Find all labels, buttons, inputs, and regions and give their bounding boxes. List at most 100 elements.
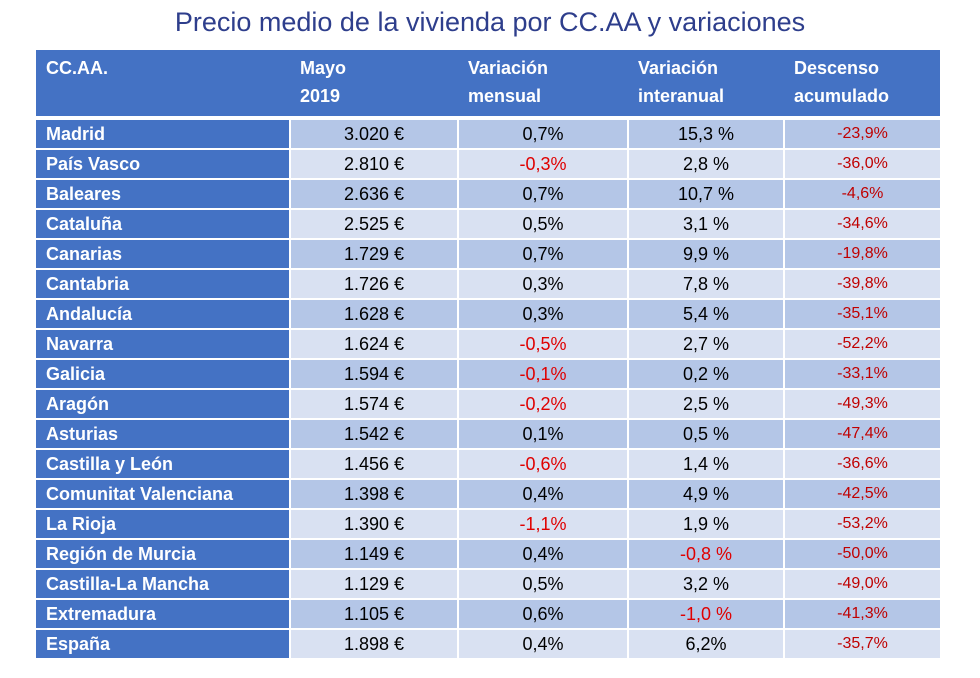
monthly-variation-cell: 0,6%: [458, 599, 629, 630]
price-cell: 1.390 €: [290, 509, 459, 540]
annual-variation-cell: -1,0 %: [628, 599, 785, 630]
annual-variation-cell: 0,2 %: [628, 359, 785, 390]
price-cell: 1.729 €: [290, 239, 459, 270]
header-annual-variation: Variación interanual: [628, 50, 784, 120]
region-cell: Extremadura: [36, 599, 291, 630]
monthly-variation-cell: 0,3%: [458, 299, 629, 330]
table-row: País Vasco 2.810 € -0,3% 2,8 % -36,0%: [36, 149, 940, 180]
accumulated-decline-cell: -23,9%: [784, 118, 940, 150]
price-cell: 1.149 €: [290, 539, 459, 570]
region-cell: Cantabria: [36, 269, 291, 300]
accumulated-decline-cell: -49,0%: [784, 569, 940, 600]
accumulated-decline-cell: -39,8%: [784, 269, 940, 300]
monthly-variation-cell: -0,3%: [458, 149, 629, 180]
monthly-variation-cell: -0,2%: [458, 389, 629, 420]
region-cell: Castilla y León: [36, 449, 291, 480]
header-price: Mayo 2019: [290, 50, 458, 120]
annual-variation-cell: 6,2%: [628, 629, 785, 660]
page-title: Precio medio de la vivienda por CC.AA y …: [174, 7, 806, 37]
table-row: Cantabria 1.726 €0,3% 7,8 % -39,8%: [36, 269, 940, 300]
table-header-row: CC.AA. Mayo 2019 Variación mensual Variaci…: [36, 50, 940, 120]
accumulated-decline-cell: -47,4%: [784, 419, 940, 450]
annual-variation-cell: 2,7 %: [628, 329, 785, 360]
accumulated-decline-cell: -34,6%: [784, 209, 940, 240]
price-cell: 1.624 €: [290, 329, 459, 360]
monthly-variation-cell: -0,1%: [458, 359, 629, 390]
region-cell: Canarias: [36, 239, 291, 270]
monthly-variation-cell: 0,5%: [458, 569, 629, 600]
region-cell: Galicia: [36, 359, 291, 390]
accumulated-decline-cell: -36,0%: [784, 149, 940, 180]
region-cell: Andalucía: [36, 299, 291, 330]
annual-variation-cell: 0,5 %: [628, 419, 785, 450]
table-row: La Rioja 1.390 € -1,1% 1,9 % -53,2%: [36, 509, 940, 540]
region-cell: Asturias: [36, 419, 291, 450]
table-row: Aragón 1.574 € -0,2% 2,5 % -49,3%: [36, 389, 940, 420]
price-cell: 1.574 €: [290, 389, 459, 420]
header-accumulated-decline: Descenso acumulado: [784, 50, 940, 120]
accumulated-decline-cell: -50,0%: [784, 539, 940, 570]
accumulated-decline-cell: -41,3%: [784, 599, 940, 630]
annual-variation-cell: 4,9 %: [628, 479, 785, 510]
price-cell: 1.594 €: [290, 359, 459, 390]
annual-variation-cell: 15,3 %: [628, 118, 785, 150]
region-cell: Aragón: [36, 389, 291, 420]
annual-variation-cell: 1,4 %: [628, 449, 785, 480]
housing-price-table: CC.AA. Mayo 2019 Variación mensual Variaci…: [36, 50, 940, 660]
annual-variation-cell: 7,8 %: [628, 269, 785, 300]
accumulated-decline-cell: -19,8%: [784, 239, 940, 270]
table-row: Madrid 3.020 €0,7% 15,3 % -23,9%: [36, 118, 940, 150]
region-cell: Región de Murcia: [36, 539, 291, 570]
monthly-variation-cell: 0,1%: [458, 419, 629, 450]
annual-variation-cell: 5,4 %: [628, 299, 785, 330]
monthly-variation-cell: -1,1%: [458, 509, 629, 540]
monthly-variation-cell: 0,7%: [458, 179, 629, 210]
region-cell: Madrid: [36, 118, 291, 150]
annual-variation-cell: 2,5 %: [628, 389, 785, 420]
region-cell: España: [36, 629, 291, 660]
table-row: Castilla y León 1.456 € -0,6% 1,4 % -36,6%: [36, 449, 940, 480]
price-cell: 1.628 €: [290, 299, 459, 330]
price-cell: 2.810 €: [290, 149, 459, 180]
region-cell: País Vasco: [36, 149, 291, 180]
price-cell: 1.726 €: [290, 269, 459, 300]
region-cell: La Rioja: [36, 509, 291, 540]
monthly-variation-cell: 0,3%: [458, 269, 629, 300]
monthly-variation-cell: -0,5%: [458, 329, 629, 360]
table-row: Asturias 1.542 €0,1% 0,5 % -47,4%: [36, 419, 940, 450]
annual-variation-cell: 2,8 %: [628, 149, 785, 180]
table-row: Baleares 2.636 €0,7% 10,7 % -4,6%: [36, 179, 940, 210]
accumulated-decline-cell: -53,2%: [784, 509, 940, 540]
price-cell: 1.456 €: [290, 449, 459, 480]
price-cell: 2.525 €: [290, 209, 459, 240]
table-row: Extremadura 1.105 €0,6% -1,0 % -41,3%: [36, 599, 940, 630]
price-cell: 1.542 €: [290, 419, 459, 450]
table-row: Canarias 1.729 €0,7% 9,9 % -19,8%: [36, 239, 940, 270]
monthly-variation-cell: 0,4%: [458, 479, 629, 510]
accumulated-decline-cell: -33,1%: [784, 359, 940, 390]
price-cell: 1.105 €: [290, 599, 459, 630]
table-row: Galicia 1.594 € -0,1% 0,2 % -33,1%: [36, 359, 940, 390]
table-row: Comunitat Valenciana 1.398 €0,4% 4,9 % -42,…: [36, 479, 940, 510]
accumulated-decline-cell: -35,7%: [784, 629, 940, 660]
annual-variation-cell: 3,2 %: [628, 569, 785, 600]
price-cell: 1.398 €: [290, 479, 459, 510]
price-cell: 3.020 €: [290, 118, 459, 150]
annual-variation-cell: 3,1 %: [628, 209, 785, 240]
accumulated-decline-cell: -35,1%: [784, 299, 940, 330]
annual-variation-cell: 10,7 %: [628, 179, 785, 210]
annual-variation-cell: 9,9 %: [628, 239, 785, 270]
accumulated-decline-cell: -49,3%: [784, 389, 940, 420]
table-row: España 1.898 €0,4% 6,2% -35,7%: [36, 629, 940, 660]
monthly-variation-cell: 0,7%: [458, 239, 629, 270]
annual-variation-cell: 1,9 %: [628, 509, 785, 540]
region-cell: Castilla-La Mancha: [36, 569, 291, 600]
monthly-variation-cell: 0,5%: [458, 209, 629, 240]
region-cell: Comunitat Valenciana: [36, 479, 291, 510]
region-cell: Navarra: [36, 329, 291, 360]
price-cell: 1.898 €: [290, 629, 459, 660]
annual-variation-cell: -0,8 %: [628, 539, 785, 570]
table-body: Madrid 3.020 €0,7% 15,3 % -23,9% País Vasco 2…: [36, 118, 940, 660]
region-cell: Baleares: [36, 179, 291, 210]
price-cell: 2.636 €: [290, 179, 459, 210]
